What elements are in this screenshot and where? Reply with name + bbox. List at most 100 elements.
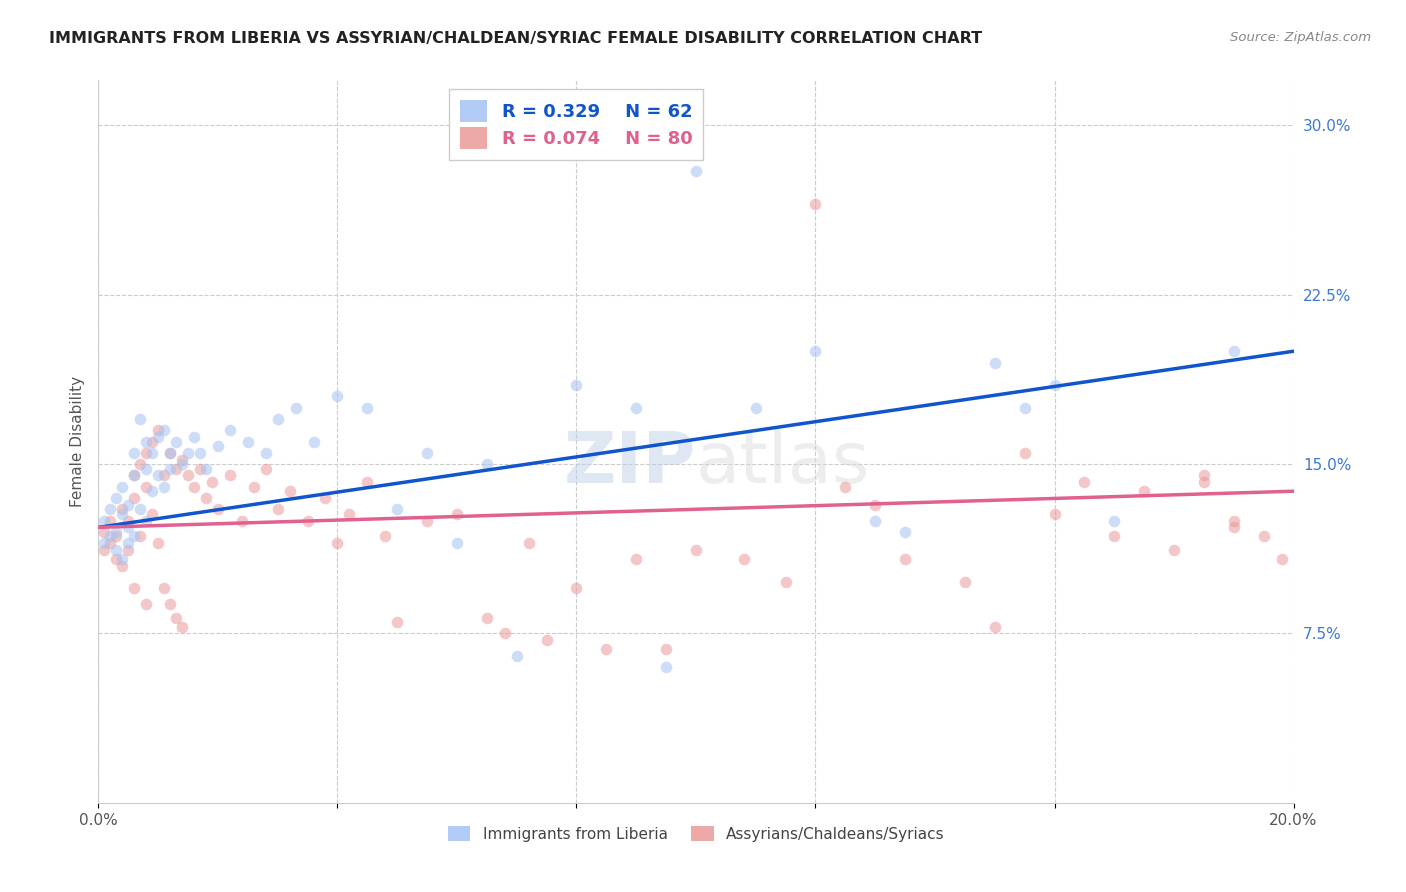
Point: [172, 620, 194, 634]
Point: [565, 378, 588, 392]
Point: [374, 529, 396, 543]
Point: [105, 491, 128, 505]
Point: [153, 468, 176, 483]
Point: [159, 461, 181, 475]
Point: [129, 412, 152, 426]
Text: ZIP: ZIP: [564, 429, 696, 498]
Point: [685, 542, 707, 557]
Point: [865, 498, 887, 512]
Point: [267, 412, 290, 426]
Point: [124, 491, 146, 505]
Point: [111, 558, 134, 573]
Point: [165, 434, 187, 449]
Point: [1043, 507, 1066, 521]
Point: [148, 423, 170, 437]
Point: [117, 514, 139, 528]
Point: [93, 536, 115, 550]
Point: [172, 457, 194, 471]
Point: [105, 552, 128, 566]
Point: [135, 514, 157, 528]
Point: [135, 434, 157, 449]
Point: [177, 446, 200, 460]
Point: [745, 401, 768, 415]
Point: [129, 457, 152, 471]
Point: [159, 446, 181, 460]
Point: [153, 480, 176, 494]
Point: [655, 660, 678, 674]
Y-axis label: Female Disability: Female Disability: [69, 376, 84, 508]
Point: [517, 536, 540, 550]
Point: [1223, 520, 1246, 534]
Point: [117, 498, 139, 512]
Point: [111, 507, 134, 521]
Point: [339, 507, 361, 521]
Point: [135, 480, 157, 494]
Point: [446, 536, 468, 550]
Point: [165, 461, 187, 475]
Point: [105, 529, 128, 543]
Point: [141, 446, 163, 460]
Point: [124, 446, 146, 460]
Point: [1104, 529, 1126, 543]
Point: [177, 468, 200, 483]
Point: [1133, 484, 1156, 499]
Point: [984, 355, 1007, 369]
Point: [117, 536, 139, 550]
Point: [243, 480, 266, 494]
Point: [148, 536, 170, 550]
Point: [475, 610, 498, 624]
Point: [297, 514, 319, 528]
Point: [148, 468, 170, 483]
Point: [865, 514, 887, 528]
Point: [655, 642, 678, 657]
Point: [1073, 475, 1095, 490]
Point: [183, 430, 205, 444]
Point: [153, 582, 176, 596]
Point: [685, 163, 707, 178]
Point: [188, 461, 211, 475]
Point: [201, 475, 224, 490]
Point: [219, 468, 242, 483]
Point: [1104, 514, 1126, 528]
Point: [1014, 401, 1036, 415]
Text: atlas: atlas: [696, 429, 870, 498]
Point: [326, 389, 349, 403]
Point: [1163, 542, 1185, 557]
Point: [1223, 344, 1246, 359]
Point: [804, 344, 827, 359]
Point: [93, 542, 115, 557]
Point: [1253, 529, 1275, 543]
Point: [565, 582, 588, 596]
Point: [111, 552, 134, 566]
Point: [124, 582, 146, 596]
Point: [98, 529, 122, 543]
Point: [93, 524, 115, 539]
Point: [165, 610, 187, 624]
Legend: Immigrants from Liberia, Assyrians/Chaldeans/Syriacs: Immigrants from Liberia, Assyrians/Chald…: [440, 818, 952, 849]
Point: [506, 648, 529, 663]
Point: [894, 524, 917, 539]
Point: [207, 502, 229, 516]
Point: [315, 491, 337, 505]
Point: [117, 542, 139, 557]
Point: [159, 446, 181, 460]
Point: [148, 430, 170, 444]
Text: Source: ZipAtlas.com: Source: ZipAtlas.com: [1230, 31, 1371, 45]
Point: [984, 620, 1007, 634]
Point: [135, 446, 157, 460]
Point: [733, 552, 755, 566]
Point: [834, 480, 856, 494]
Point: [475, 457, 498, 471]
Point: [124, 529, 146, 543]
Point: [1223, 514, 1246, 528]
Point: [111, 502, 134, 516]
Point: [129, 529, 152, 543]
Point: [183, 480, 205, 494]
Point: [98, 502, 122, 516]
Point: [278, 484, 301, 499]
Point: [141, 484, 163, 499]
Point: [195, 491, 218, 505]
Point: [356, 475, 378, 490]
Point: [1014, 446, 1036, 460]
Point: [129, 502, 152, 516]
